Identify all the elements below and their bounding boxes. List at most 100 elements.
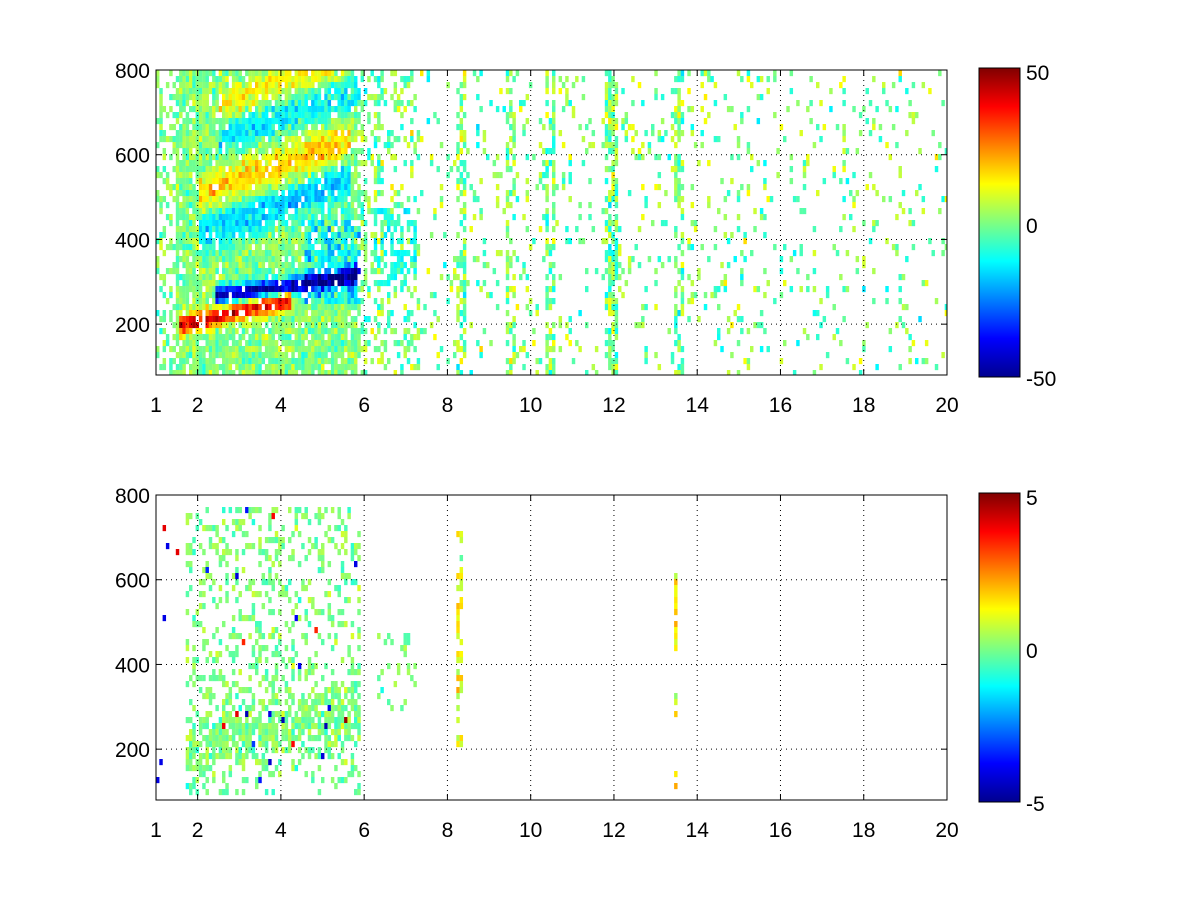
heatmap-cell <box>248 675 252 682</box>
heatmap-cell <box>205 100 209 107</box>
heatmap-cell <box>621 292 625 299</box>
heatmap-cell <box>367 118 371 125</box>
heatmap-cell <box>522 124 526 131</box>
heatmap-cell <box>175 178 180 185</box>
heatmap-cell <box>347 178 351 185</box>
heatmap-cell <box>185 334 190 341</box>
heatmap-cell <box>251 118 256 125</box>
heatmap-cell <box>268 352 272 359</box>
heatmap-cell <box>924 280 929 287</box>
heatmap-cell <box>231 298 236 305</box>
heatmap-cell <box>301 352 305 359</box>
heatmap-cell <box>231 94 236 101</box>
heatmap-cell <box>330 70 335 77</box>
heatmap-cell <box>862 286 866 293</box>
heatmap-cell <box>225 184 229 191</box>
heatmap-cell <box>697 268 701 275</box>
heatmap-cell <box>185 250 190 257</box>
heatmap-cell <box>215 352 219 359</box>
heatmap-cell <box>271 699 275 706</box>
heatmap-cell <box>175 322 180 329</box>
heatmap-cell <box>274 310 279 317</box>
heatmap-cell <box>169 94 173 101</box>
heatmap-cell <box>307 166 312 173</box>
heatmap-cell <box>548 364 553 371</box>
heatmap-cell <box>278 651 282 658</box>
heatmap-cell <box>258 214 262 221</box>
heatmap-cell <box>314 202 318 209</box>
heatmap-cell <box>288 160 292 167</box>
heatmap-cell <box>248 322 252 329</box>
heatmap-cell <box>578 202 582 209</box>
heatmap-cell <box>459 106 464 113</box>
heatmap-cell <box>344 316 348 323</box>
heatmap-cell <box>192 244 196 251</box>
heatmap-cell <box>215 286 219 293</box>
heatmap-cell <box>284 352 289 359</box>
heatmap-cell <box>350 304 355 311</box>
heatmap-cell <box>189 753 193 760</box>
heatmap-cell <box>264 190 269 197</box>
heatmap-cell <box>222 88 226 95</box>
heatmap-cell <box>245 531 249 538</box>
heatmap-cell <box>377 118 381 125</box>
heatmap-cell <box>185 316 190 323</box>
heatmap-cell <box>591 364 596 371</box>
heatmap-cell <box>509 112 513 119</box>
heatmap-cell <box>175 214 180 221</box>
heatmap-cell <box>505 118 510 125</box>
heatmap-cell <box>680 76 685 83</box>
heatmap-cell <box>383 220 388 227</box>
heatmap-cell <box>301 220 305 227</box>
heatmap-cell <box>218 214 223 221</box>
heatmap-cell <box>311 340 315 347</box>
heatmap-cell <box>585 286 589 293</box>
heatmap-cell <box>390 328 394 335</box>
heatmap-cell <box>614 256 619 263</box>
heatmap-cell <box>387 142 391 149</box>
heatmap-cell <box>225 561 229 568</box>
heatmap-cell <box>261 753 266 760</box>
heatmap-cell <box>189 310 193 317</box>
heatmap-cell <box>746 364 751 371</box>
heatmap-cell <box>314 70 318 77</box>
heatmap-cell <box>288 735 292 742</box>
heatmap-cell <box>208 112 213 119</box>
heatmap-cell <box>222 304 226 311</box>
heatmap-cell <box>608 106 612 113</box>
heatmap-cell <box>291 106 295 113</box>
heatmap-cell <box>552 172 556 179</box>
heatmap-cell <box>311 304 315 311</box>
heatmap-cell <box>271 579 275 586</box>
heatmap-cell <box>552 202 556 209</box>
heatmap-cell <box>238 723 242 730</box>
heatmap-cell <box>268 268 272 275</box>
heatmap-cell <box>264 166 269 173</box>
heatmap-cell <box>271 124 275 131</box>
heatmap-cell <box>476 142 480 149</box>
heatmap-cell <box>816 190 820 197</box>
heatmap-cell <box>172 370 176 375</box>
heatmap-cell <box>238 669 242 676</box>
heatmap-cell <box>495 196 500 203</box>
heatmap-cell <box>604 292 609 299</box>
heatmap-cell <box>162 154 167 161</box>
heatmap-cell <box>334 364 338 371</box>
heatmap-cell <box>284 142 289 149</box>
heatmap-cell <box>344 106 348 113</box>
heatmap-cell <box>195 621 200 628</box>
heatmap-cell <box>241 753 246 760</box>
heatmap-cell <box>205 765 209 772</box>
heatmap-cell <box>241 166 246 173</box>
heatmap-cell <box>258 340 262 347</box>
heatmap-cell <box>334 214 338 221</box>
heatmap-cell <box>387 148 391 155</box>
heatmap-cell <box>261 370 266 375</box>
heatmap-cell <box>159 136 163 143</box>
heatmap-cell <box>311 190 315 197</box>
heatmap-cell <box>294 148 299 155</box>
heatmap-cell <box>717 136 721 143</box>
heatmap-cell <box>202 753 206 760</box>
heatmap-cell <box>212 112 216 119</box>
heatmap-cell <box>222 82 226 89</box>
